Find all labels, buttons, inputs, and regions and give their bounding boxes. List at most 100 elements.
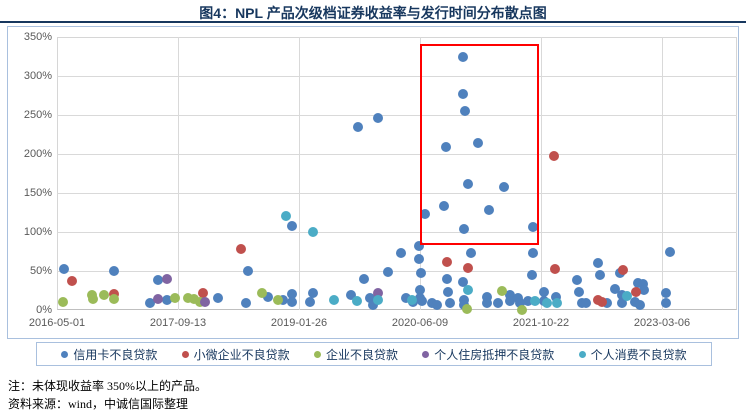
scatter-point [364, 293, 375, 304]
scatter-point [109, 266, 120, 276]
scatter-point [618, 265, 629, 276]
x-axis-tick-label: 2016-05-01 [28, 317, 86, 329]
scatter-point [522, 295, 533, 306]
scatter-point [661, 297, 672, 308]
scatter-point [441, 256, 452, 267]
scatter-point [195, 297, 206, 308]
scatter-point [419, 209, 430, 220]
scatter-point [441, 273, 452, 284]
scatter-point [549, 151, 560, 162]
y-axis-tick-label: 0% [36, 304, 52, 316]
scatter-point [329, 294, 340, 305]
scatter-point [212, 293, 223, 304]
chart-footnote: 注：未体现收益率 350%以上的产品。 [8, 379, 207, 393]
y-gridline [57, 193, 737, 194]
scatter-point [383, 266, 394, 277]
scatter-point [528, 221, 538, 232]
scatter-point [440, 141, 451, 152]
scatter-point [498, 181, 509, 192]
x-gridline [541, 37, 542, 310]
scatter-point [415, 268, 426, 279]
scatter-point [596, 297, 607, 308]
scatter-point [241, 297, 251, 308]
y-gridline [57, 115, 737, 116]
legend-item: 个人住房抵押不良贷款 [422, 346, 554, 363]
scatter-point [462, 262, 473, 273]
scatter-point [610, 283, 621, 294]
y-gridline [57, 76, 737, 77]
y-axis-tick-label: 350% [23, 31, 52, 43]
scatter-point [516, 305, 527, 315]
scatter-point [461, 304, 472, 315]
scatter-point [551, 297, 562, 308]
x-gridline [299, 37, 300, 310]
scatter-point [372, 113, 383, 124]
legend-marker-icon [422, 350, 430, 358]
scatter-point [466, 248, 477, 259]
y-gridline [57, 154, 737, 155]
scatter-point [457, 51, 468, 62]
scatter-point [162, 273, 173, 284]
scatter-point [581, 297, 591, 308]
scatter-point [458, 276, 469, 287]
x-axis-tick-label: 2020-06-09 [391, 317, 449, 329]
scatter-point [542, 297, 553, 308]
scatter-point [529, 295, 540, 306]
scatter-point [162, 294, 173, 305]
legend-label: 个人住房抵押不良贷款 [434, 347, 555, 362]
scatter-point [661, 287, 672, 298]
scatter-point [407, 294, 417, 305]
scatter-point [286, 288, 297, 299]
y-axis-tick-label: 100% [23, 226, 52, 238]
scatter-point [372, 294, 383, 305]
scatter-point [200, 297, 211, 308]
chart-title: 图4：NPL 产品次级档证券收益率与发行时间分布散点图 [199, 5, 547, 21]
scatter-point [460, 106, 470, 117]
scatter-point [286, 220, 297, 231]
y-axis-tick-label: 150% [23, 187, 52, 199]
scatter-point [144, 297, 155, 308]
scatter-point [272, 294, 283, 305]
scatter-point [98, 290, 109, 301]
scatter-point [170, 293, 181, 304]
scatter-point [109, 288, 120, 299]
scatter-point [459, 223, 470, 234]
scatter-point [572, 275, 583, 286]
legend-item: 小微企业不良贷款 [181, 346, 290, 363]
scatter-point [416, 295, 427, 306]
x-axis-tick-label: 2019-01-26 [270, 317, 328, 329]
scatter-point [482, 291, 493, 302]
scatter-point [415, 284, 425, 295]
scatter-point [442, 287, 453, 298]
scatter-point [304, 297, 315, 308]
legend-item: 信用卡不良贷款 [61, 346, 157, 363]
scatter-point [462, 284, 473, 295]
legend-label: 小微企业不良贷款 [193, 347, 290, 362]
y-axis-tick-label: 200% [23, 148, 52, 160]
x-axis-tick-label: 2023-03-06 [633, 317, 691, 329]
legend-label: 企业不良贷款 [325, 347, 398, 362]
scatter-point [527, 269, 538, 280]
scatter-point [445, 297, 455, 308]
x-axis-tick-label: 2017-09-13 [149, 317, 207, 329]
y-axis-tick-label: 300% [23, 70, 52, 82]
x-gridline [178, 37, 179, 310]
scatter-point [235, 244, 246, 255]
scatter-point [59, 264, 70, 275]
legend-marker-icon [313, 350, 321, 358]
scatter-point [664, 246, 675, 257]
scatter-point [637, 279, 648, 290]
scatter-point [197, 287, 208, 298]
scatter-point [634, 300, 645, 311]
scatter-point [352, 295, 363, 306]
scatter-point [152, 294, 163, 305]
scatter-point [426, 297, 437, 308]
scatter-point [573, 287, 584, 298]
scatter-point [629, 297, 640, 308]
scatter-point [372, 287, 383, 298]
scatter-point [395, 248, 406, 259]
scatter-point [308, 287, 319, 298]
legend-marker-icon [61, 350, 69, 358]
legend-marker-icon [578, 350, 586, 358]
